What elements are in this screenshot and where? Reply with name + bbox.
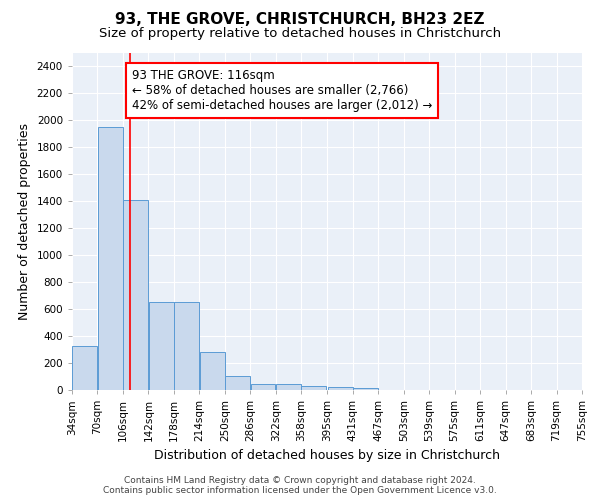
X-axis label: Distribution of detached houses by size in Christchurch: Distribution of detached houses by size … (154, 450, 500, 462)
Bar (276, 384, 301, 390)
Bar (225, 376, 250, 390)
Bar (200, 352, 224, 390)
Y-axis label: Number of detached properties: Number of detached properties (18, 122, 31, 320)
Bar (328, 388, 353, 390)
Bar (149, 302, 173, 390)
Bar (251, 384, 275, 390)
Text: 93 THE GROVE: 116sqm
← 58% of detached houses are smaller (2,766)
42% of semi-de: 93 THE GROVE: 116sqm ← 58% of detached h… (132, 68, 433, 112)
Bar (301, 386, 326, 390)
Text: Size of property relative to detached houses in Christchurch: Size of property relative to detached ho… (99, 28, 501, 40)
Bar (98, 126, 122, 390)
Bar (174, 302, 199, 390)
Text: 93, THE GROVE, CHRISTCHURCH, BH23 2EZ: 93, THE GROVE, CHRISTCHURCH, BH23 2EZ (115, 12, 485, 28)
Bar (123, 200, 148, 390)
Text: Contains HM Land Registry data © Crown copyright and database right 2024.
Contai: Contains HM Land Registry data © Crown c… (103, 476, 497, 495)
Bar (72, 346, 97, 390)
Bar (353, 388, 378, 390)
